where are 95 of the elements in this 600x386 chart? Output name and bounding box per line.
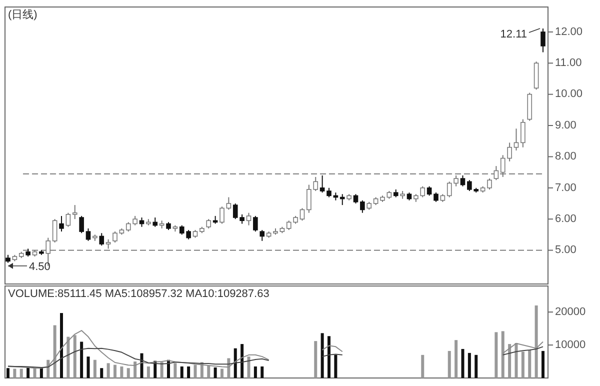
bar xyxy=(73,335,76,378)
annotation: 12.11 xyxy=(500,28,527,41)
bar xyxy=(33,368,36,378)
bar xyxy=(468,352,471,378)
bar xyxy=(314,341,318,378)
y-tick-label: 20000 xyxy=(555,306,586,318)
candlestick xyxy=(86,228,91,242)
bar xyxy=(421,354,424,378)
bar xyxy=(207,365,210,378)
bar xyxy=(328,336,330,378)
candlestick xyxy=(487,178,492,190)
bar xyxy=(114,364,116,378)
candlestick xyxy=(52,218,58,243)
candlestick xyxy=(206,218,212,229)
candlestick xyxy=(220,206,224,224)
y-tick-label: 5.00 xyxy=(555,244,576,256)
candlestick xyxy=(72,204,78,220)
bar xyxy=(514,343,518,378)
bar xyxy=(80,342,84,378)
bar xyxy=(234,348,237,378)
bar xyxy=(194,364,197,378)
bar xyxy=(146,366,150,378)
candlestick xyxy=(152,217,158,228)
y-tick-label: 8.00 xyxy=(555,150,576,163)
chart-title: VOLUME:85111.45 MA5:108957.32 MA10:109287.63 xyxy=(8,288,270,300)
bar xyxy=(187,366,190,378)
bar xyxy=(448,350,451,378)
bar xyxy=(160,362,164,378)
candlestick xyxy=(434,192,438,202)
bar xyxy=(93,360,96,378)
candlestick xyxy=(540,28,546,53)
candlestick xyxy=(320,174,325,194)
candlestick xyxy=(253,215,258,232)
bar xyxy=(220,368,224,378)
y-tick-label: 12.00 xyxy=(555,26,583,38)
candlestick xyxy=(353,194,358,204)
candlestick xyxy=(79,215,84,234)
bar xyxy=(508,344,512,378)
candlestick xyxy=(460,174,466,187)
candlestick xyxy=(260,229,265,242)
candlestick xyxy=(66,212,71,228)
candlestick xyxy=(340,194,345,206)
candlestick xyxy=(59,215,64,232)
y-tick-label: 11.00 xyxy=(555,57,582,70)
y-tick-label: 7.00 xyxy=(555,182,576,194)
y-tick-label: 9.00 xyxy=(555,119,576,132)
bar xyxy=(240,344,244,378)
candlestick xyxy=(300,208,305,222)
bar xyxy=(120,366,124,378)
candlestick xyxy=(139,217,144,228)
bar xyxy=(254,366,257,378)
candlestick xyxy=(494,166,499,181)
bar xyxy=(20,368,23,378)
bar xyxy=(86,356,90,378)
candlestick xyxy=(226,196,232,210)
bar xyxy=(214,367,217,378)
bar xyxy=(494,332,498,378)
y-tick-label: 10.00 xyxy=(555,88,583,100)
bar xyxy=(60,313,63,378)
annotation: 4.50 xyxy=(29,260,50,273)
bar xyxy=(534,305,538,378)
bar xyxy=(260,366,264,378)
candlestick xyxy=(520,118,526,148)
bar xyxy=(521,352,524,378)
bar xyxy=(66,336,70,378)
bar xyxy=(106,363,110,378)
bar xyxy=(334,354,338,378)
bar xyxy=(461,348,464,378)
bar xyxy=(454,340,458,378)
candlestick xyxy=(246,212,252,226)
bar xyxy=(542,350,544,378)
bar xyxy=(40,367,43,378)
bar xyxy=(13,368,16,378)
bar xyxy=(6,368,10,378)
candlestick xyxy=(426,186,432,196)
bar xyxy=(501,331,504,378)
bar xyxy=(53,325,56,378)
bar xyxy=(100,368,104,378)
bar xyxy=(126,368,130,378)
candlestick xyxy=(99,232,104,246)
bar xyxy=(247,356,250,378)
chart-title: (日线) xyxy=(8,8,38,21)
bar xyxy=(180,366,184,378)
candlestick xyxy=(106,238,111,250)
candlestick xyxy=(326,187,332,198)
bar xyxy=(528,350,532,378)
bar xyxy=(474,354,478,378)
candlestick xyxy=(360,200,365,214)
y-tick-label: 10000 xyxy=(555,338,586,351)
y-tick-label: 6.00 xyxy=(555,212,576,225)
candlestick xyxy=(112,231,118,243)
bar xyxy=(26,367,30,378)
bar xyxy=(320,333,324,378)
bar xyxy=(174,363,177,378)
bar xyxy=(134,362,137,378)
